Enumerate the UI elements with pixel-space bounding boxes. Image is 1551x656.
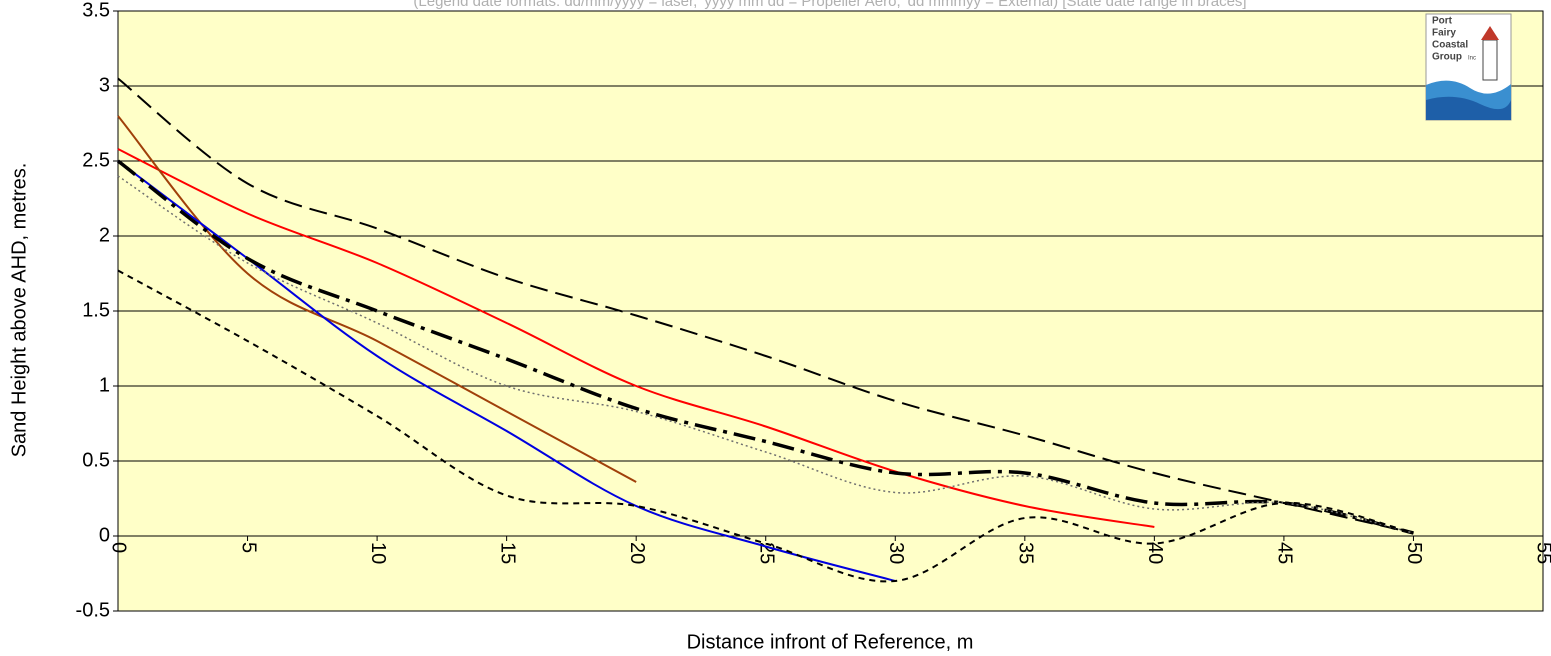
y-tick-label: -0.5 bbox=[76, 599, 110, 621]
x-tick-label: 50 bbox=[1403, 542, 1425, 564]
logo-text: Fairy bbox=[1432, 28, 1456, 39]
y-tick-label: 3 bbox=[99, 74, 110, 96]
x-tick-label: 15 bbox=[496, 542, 518, 564]
y-tick-label: 3.5 bbox=[82, 0, 110, 21]
x-tick-label: 5 bbox=[237, 542, 259, 553]
chart-subtitle: (Legend date formats: dd/mm/yyyy = laser… bbox=[413, 0, 1246, 10]
y-tick-label: 2.5 bbox=[82, 149, 110, 171]
series-line bbox=[117, 175, 1414, 534]
x-tick-label: 35 bbox=[1015, 542, 1037, 564]
logo: Port Fairy Coastal Group Inc bbox=[1425, 13, 1512, 121]
y-tick-label: 1.5 bbox=[82, 299, 110, 321]
x-tick-label: 55 bbox=[1533, 542, 1551, 564]
series-line bbox=[117, 77, 1414, 534]
x-tick-label: 10 bbox=[367, 542, 389, 564]
y-axis-title: Sand Height above AHD, metres. bbox=[8, 163, 30, 458]
y-tick-label: 2 bbox=[99, 224, 110, 246]
x-tick-label: 20 bbox=[626, 542, 648, 564]
logo-text: Port bbox=[1432, 16, 1453, 27]
plot-border bbox=[117, 10, 1544, 612]
y-tick-label: 0.5 bbox=[82, 449, 110, 471]
logo-text: Inc bbox=[1468, 56, 1476, 62]
logo-text: Group bbox=[1432, 52, 1462, 63]
series-line bbox=[116, 159, 1414, 535]
series-line bbox=[117, 115, 637, 483]
series-line bbox=[117, 148, 1155, 528]
logo-text: Coastal bbox=[1432, 40, 1468, 51]
logo-lighthouse-top bbox=[1481, 26, 1499, 40]
x-tick-label: 40 bbox=[1144, 542, 1166, 564]
x-tick-label: 45 bbox=[1274, 542, 1296, 564]
logo-lighthouse bbox=[1482, 39, 1498, 81]
y-tick-label: 0 bbox=[99, 524, 110, 546]
x-axis-title: Distance infront of Reference, m bbox=[687, 631, 974, 653]
x-tick-label: 30 bbox=[885, 542, 907, 564]
logo-wave bbox=[1426, 96, 1511, 120]
y-tick-label: 1 bbox=[99, 374, 110, 396]
x-tick-label: 0 bbox=[108, 542, 130, 553]
